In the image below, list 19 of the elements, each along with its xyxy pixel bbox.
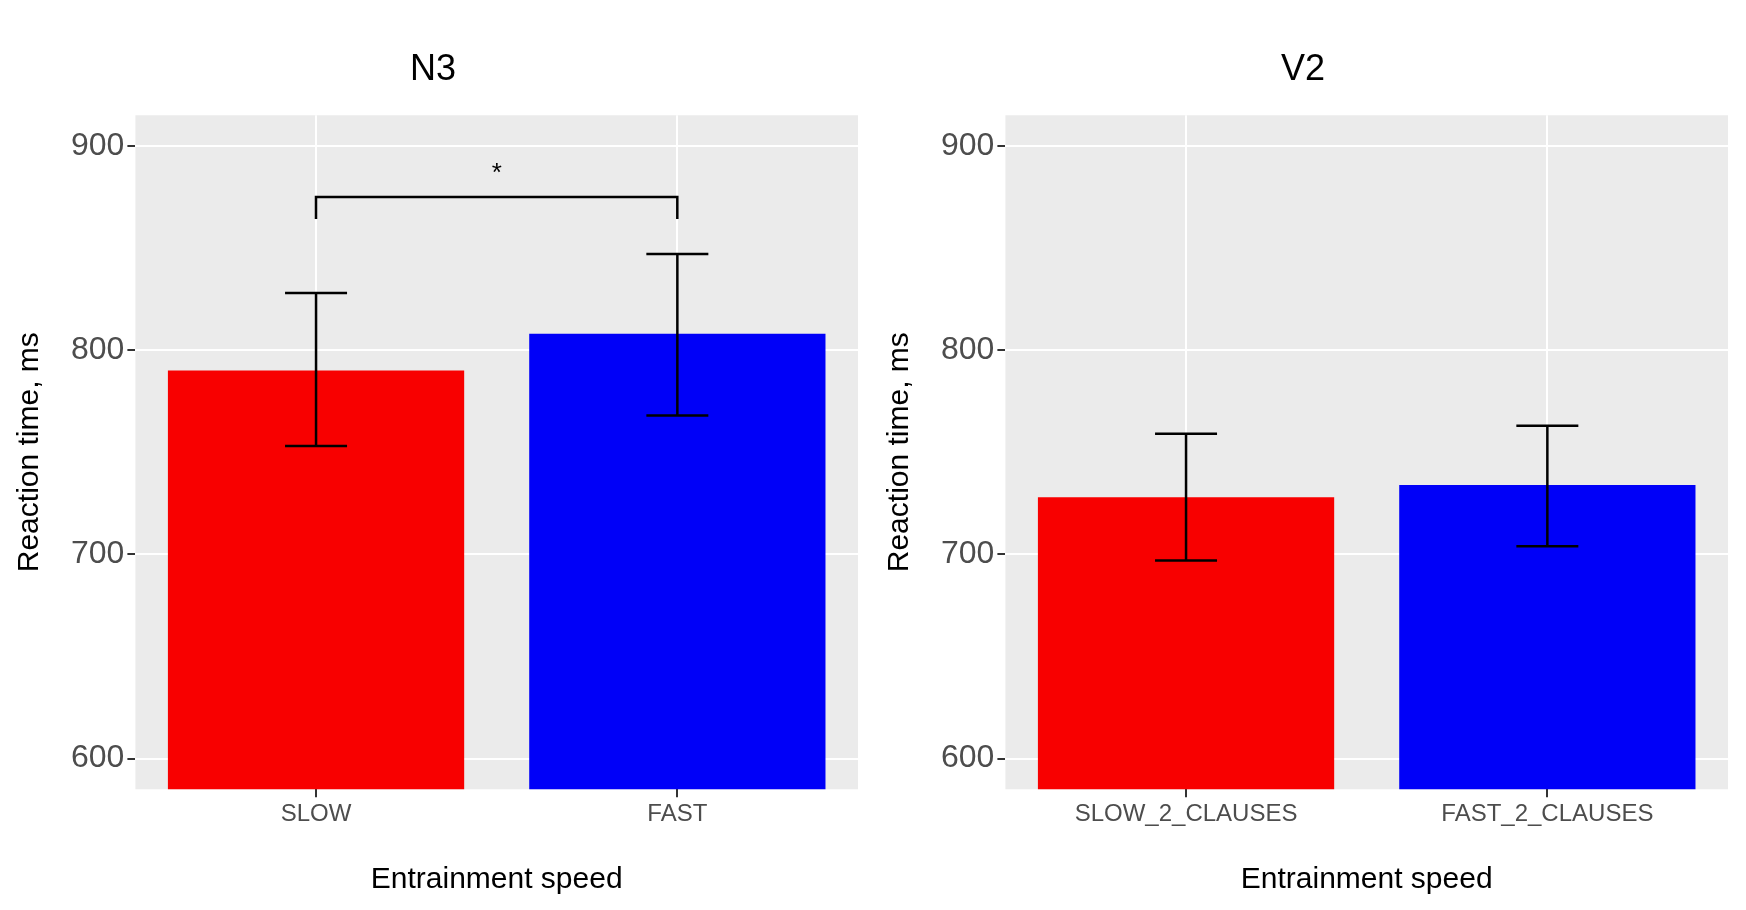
- y-tick-label: 800: [941, 329, 995, 366]
- x-tick-label: FAST: [647, 799, 708, 827]
- x-tick-label: FAST_2_CLAUSES: [1441, 799, 1654, 827]
- y-tick-label: 700: [941, 534, 995, 571]
- y-tick-label: 600: [941, 738, 995, 775]
- y-axis-title: Reaction time, ms: [881, 332, 915, 573]
- x-tick-label: SLOW_2_CLAUSES: [1074, 799, 1298, 827]
- x-tick-label: SLOW: [280, 799, 352, 827]
- y-tick-label: 900: [71, 125, 125, 162]
- y-axis-title: Reaction time, ms: [11, 332, 45, 573]
- x-axis-title: Entrainment speed: [1240, 861, 1493, 895]
- y-tick-label: 800: [71, 329, 125, 366]
- chart-title: N3: [409, 46, 457, 88]
- annotation: *: [490, 157, 503, 189]
- x-axis-title: Entrainment speed: [370, 861, 623, 895]
- y-tick-label: 900: [941, 125, 995, 162]
- y-tick-label: 700: [71, 534, 125, 571]
- chart-title: V2: [1280, 46, 1326, 88]
- y-tick-label: 600: [71, 738, 125, 775]
